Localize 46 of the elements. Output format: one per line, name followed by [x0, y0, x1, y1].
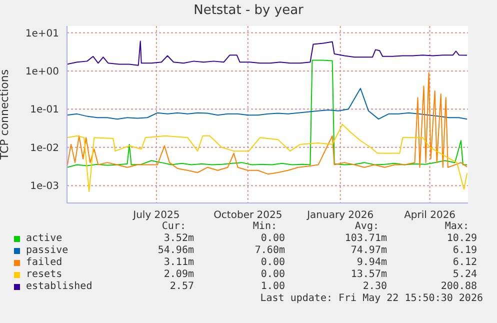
line-series: [67, 72, 468, 175]
text: 0.00: [260, 269, 285, 280]
text: Avg:: [354, 221, 379, 232]
legend-label: resets: [26, 269, 62, 280]
text: 0.00: [260, 257, 285, 268]
text: 74.97m: [350, 245, 387, 256]
legend-label: passive: [26, 245, 68, 256]
text: 7.60m: [254, 245, 285, 256]
y-tick-label: 1e-01: [30, 104, 59, 116]
text: 2.09m: [164, 269, 194, 280]
text: Min:: [252, 221, 277, 232]
y-tick-label: 1e+01: [25, 28, 59, 40]
x-tick-label: January 2026: [306, 210, 374, 222]
text: 2.57: [170, 281, 194, 292]
text: Cur:: [162, 221, 186, 232]
legend-label: failed: [26, 257, 62, 268]
line-series: [67, 40, 468, 66]
y-tick-label: 1e-03: [30, 181, 59, 192]
text: 13.57m: [350, 269, 387, 280]
text: 1.00: [260, 281, 285, 292]
y-tick-label: 1e-02: [30, 142, 59, 154]
x-tick-label: October 2025: [214, 210, 282, 222]
text: 3.52m: [164, 233, 194, 244]
text: Last update: Fri May 22 15:50:30 2026: [260, 293, 483, 304]
line-series: [67, 88, 468, 120]
line-series: [67, 60, 468, 168]
text: 9.94m: [356, 257, 387, 268]
x-tick-label: July 2025: [132, 210, 180, 222]
y-axis-title: TCP connections: [0, 69, 11, 161]
legend-label: active: [26, 233, 62, 244]
chart-title: Netstat - by year: [192, 3, 304, 18]
text: Max:: [444, 221, 469, 232]
line-series: [67, 124, 468, 192]
text: 3.11m: [164, 257, 194, 268]
text: 2.30: [362, 281, 387, 292]
x-tick-label: April 2026: [404, 210, 456, 222]
y-tick-label: 1e+00: [25, 66, 59, 78]
text: 5.24: [452, 269, 477, 280]
text: 10.29: [446, 233, 477, 244]
text: 103.71m: [344, 233, 387, 244]
text: 200.88: [440, 281, 477, 292]
text: 6.12: [452, 257, 477, 268]
text: 6.19: [452, 245, 477, 256]
text: 0.00: [260, 233, 285, 244]
legend-label: established: [26, 281, 92, 292]
text: 54.96m: [158, 245, 194, 256]
